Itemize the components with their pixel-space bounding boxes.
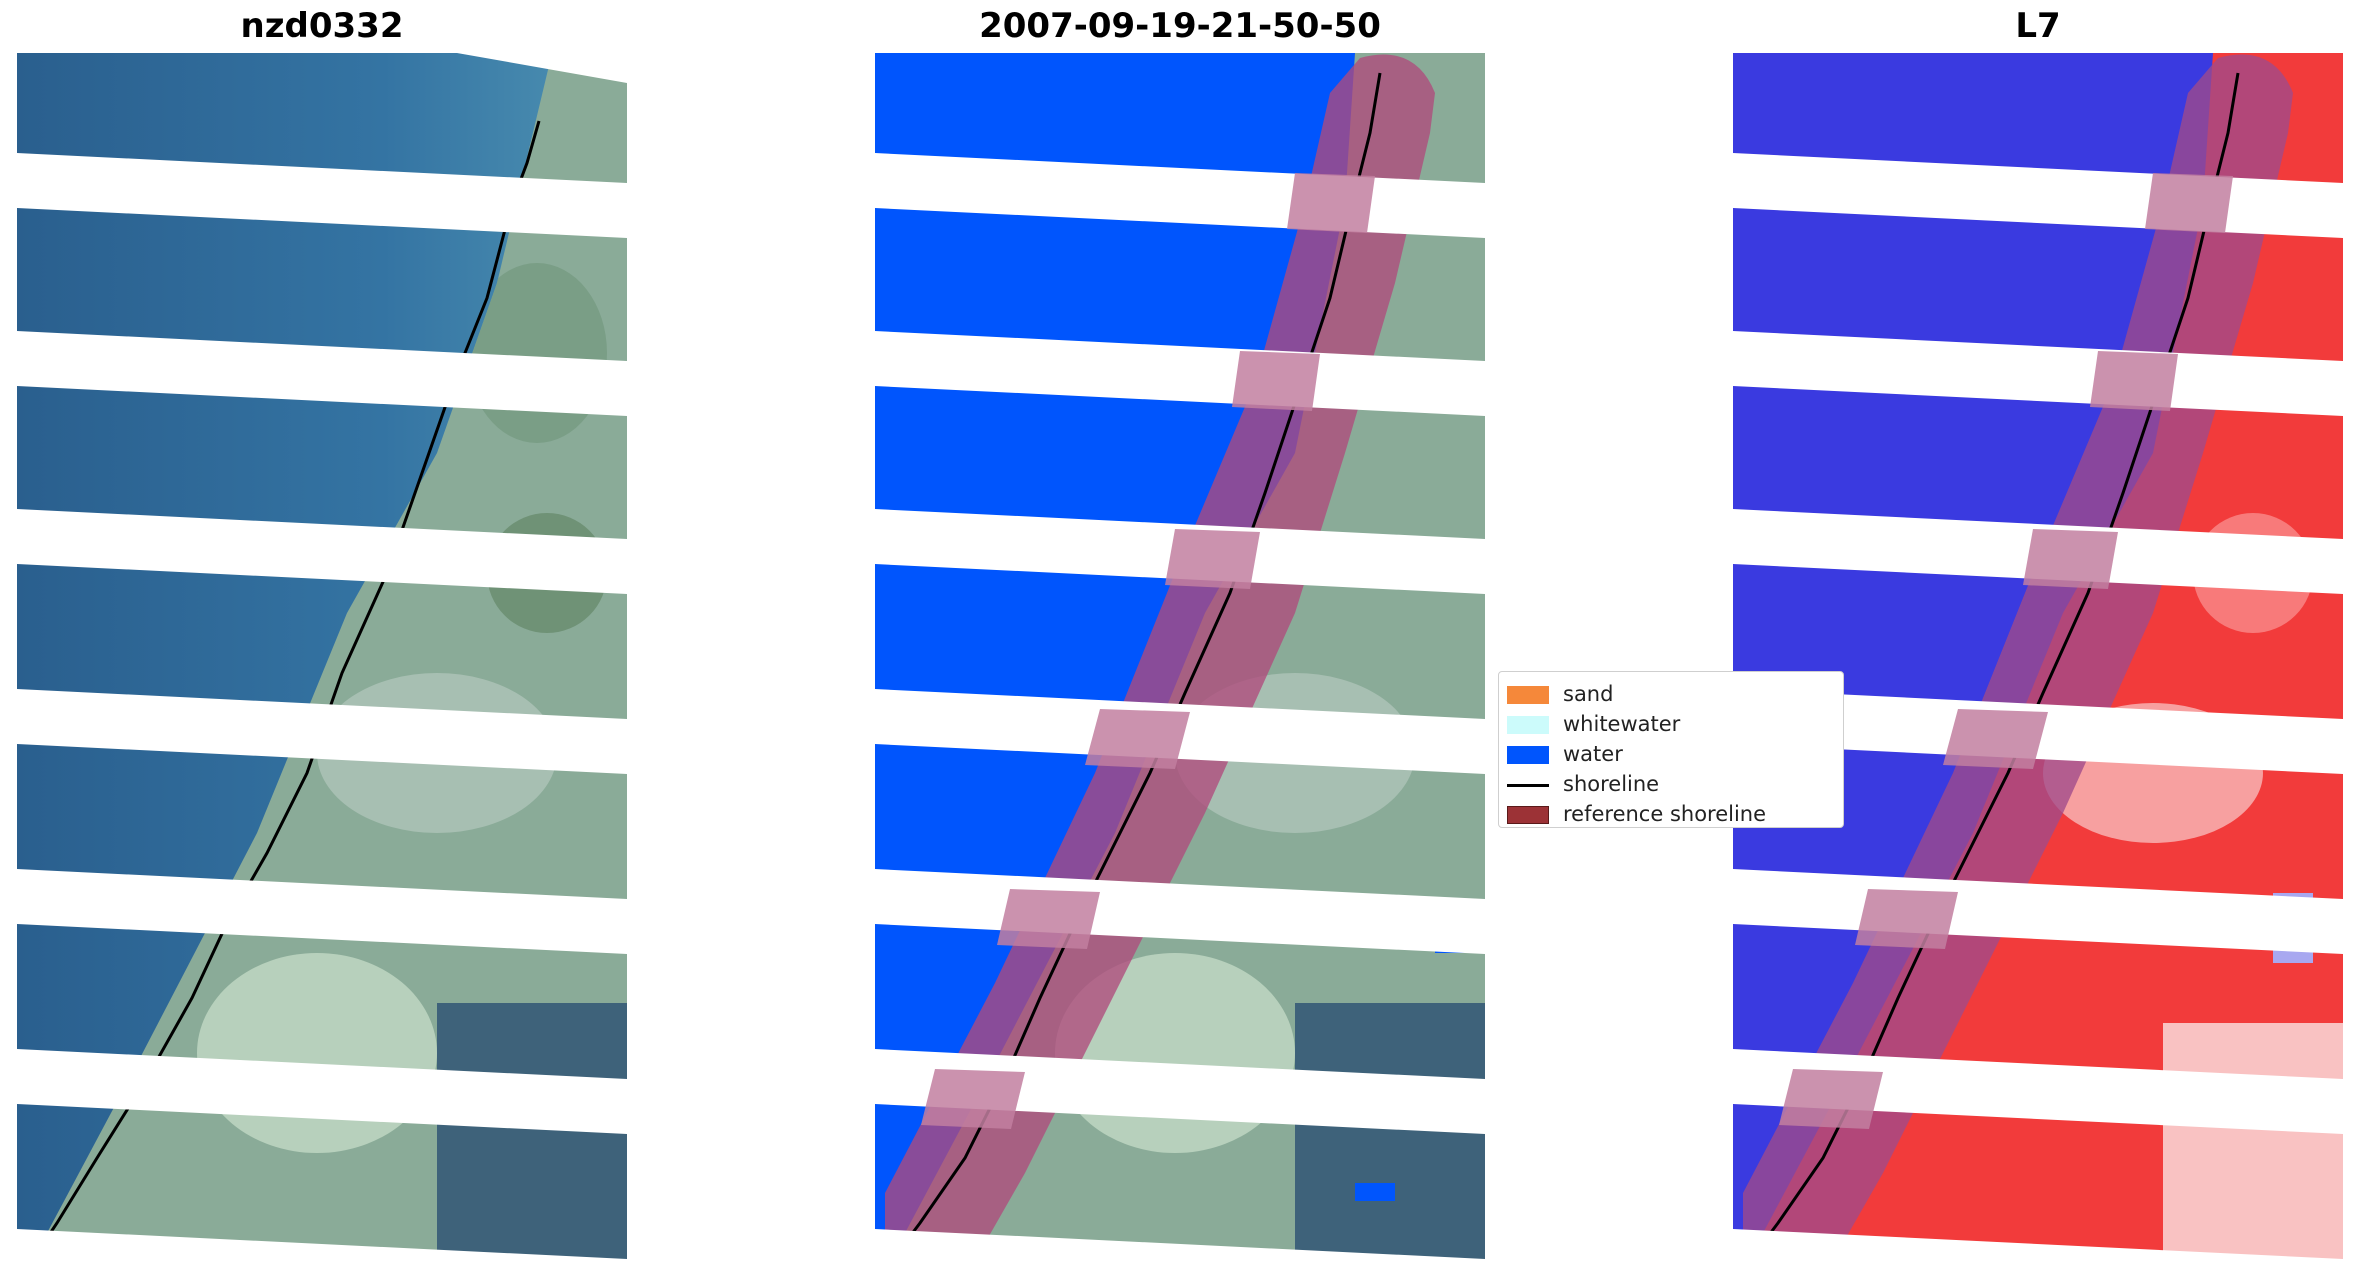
sand-swatch: [1507, 686, 1549, 704]
buffer-over-gaps: [921, 173, 1375, 1129]
buffer-over-gaps: [1779, 173, 2233, 1129]
legend-label-water: water: [1563, 742, 1623, 766]
legend-label-whitewater: whitewater: [1563, 712, 1681, 736]
scanline-gaps: [17, 53, 627, 1268]
panel-title-classified: 2007-09-19-21-50-50: [979, 6, 1381, 46]
panel-title-index: L7: [2015, 6, 2061, 46]
whitewater-swatch: [1507, 716, 1549, 734]
classified-image-panel: [875, 53, 1485, 1268]
reference-shoreline-swatch: [1507, 806, 1549, 824]
rgb-image-panel: [17, 53, 627, 1268]
legend-label-sand: sand: [1563, 682, 1614, 706]
water-swatch: [1507, 746, 1549, 764]
legend-label-shoreline: shoreline: [1563, 772, 1660, 796]
panel-title-rgb: nzd0332: [240, 6, 404, 46]
shoreline-line-swatch: [1507, 784, 1549, 787]
legend: sand whitewater water shoreline referenc…: [1498, 671, 1844, 828]
legend-label-reference-shoreline: reference shoreline: [1563, 802, 1767, 826]
index-image-panel: [1733, 53, 2343, 1268]
